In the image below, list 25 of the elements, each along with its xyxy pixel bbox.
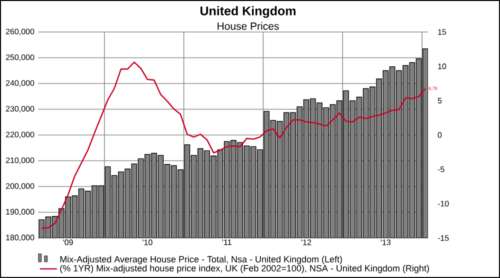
y2-tick-label: 10 [438,64,446,70]
y-tick-label: 250,000 [6,54,34,62]
y-tick-label: 230,000 [6,106,34,113]
x-tick-label: '11 [222,240,232,246]
y2-tick-label: 5 [438,98,442,104]
y2-tick-label: -10 [438,200,449,206]
x-tick-label: '12 [301,240,312,246]
x-tick-label: '09 [63,240,73,246]
legend-label: (% 1YR) Mix-adjusted house price index, UK (Feb 2002=100), NSA - United Kingdom (Right) [60,264,429,274]
y-tick-label: 220,000 [6,132,34,138]
y-tick-label: 190,000 [6,208,34,216]
legend-label: Mix-Adjusted Average House Price - Total, Nsa - United Kingdom (Left) [60,256,342,264]
y-tick-label: 260,000 [6,28,34,36]
y-tick-label: 210,000 [6,157,34,164]
y-tick-label: 240,000 [6,80,34,87]
chart-subtitle: House Prices [218,22,279,30]
x-tick-label: '10 [142,240,152,246]
y2-tick-label: -5 [438,166,444,172]
y-tick-label: 180,000 [6,234,34,242]
y2-tick-label: 15 [438,29,446,35]
y-tick-label: 200,000 [6,183,34,190]
y2-tick-label: 0 [438,132,442,138]
y2-tick-label: -15 [438,235,449,241]
chart-title: United Kingdom [200,6,296,18]
x-tick-label: '13 [380,240,391,246]
